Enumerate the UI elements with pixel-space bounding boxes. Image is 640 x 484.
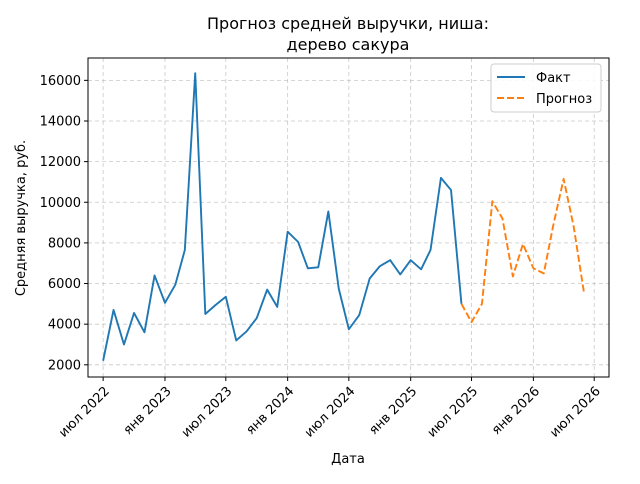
series-layer [102, 72, 586, 361]
x-axis-label: Дата [331, 452, 365, 467]
series-line-forecast [460, 177, 586, 324]
y-tick-label: 4000 [48, 318, 81, 333]
legend-label-forecast: Прогноз [536, 92, 592, 107]
y-tick-label: 12000 [40, 155, 81, 170]
y-tick-label: 16000 [40, 74, 81, 89]
y-tick-label: 8000 [48, 236, 81, 251]
y-tick-label: 2000 [48, 358, 81, 373]
legend: Факт Прогноз [490, 63, 602, 113]
legend-label-fact: Факт [536, 71, 571, 86]
y-axis-label: Средняя выручка, руб. [14, 140, 29, 296]
series-line-fact [102, 72, 463, 361]
chart-title-line-1: Прогноз средней выручки, ниша: [207, 14, 489, 33]
y-tick-label: 6000 [48, 277, 81, 292]
y-tick-label: 14000 [40, 114, 81, 129]
y-tick-label: 10000 [40, 196, 81, 211]
chart-title-line-2: дерево сакура [287, 35, 410, 54]
